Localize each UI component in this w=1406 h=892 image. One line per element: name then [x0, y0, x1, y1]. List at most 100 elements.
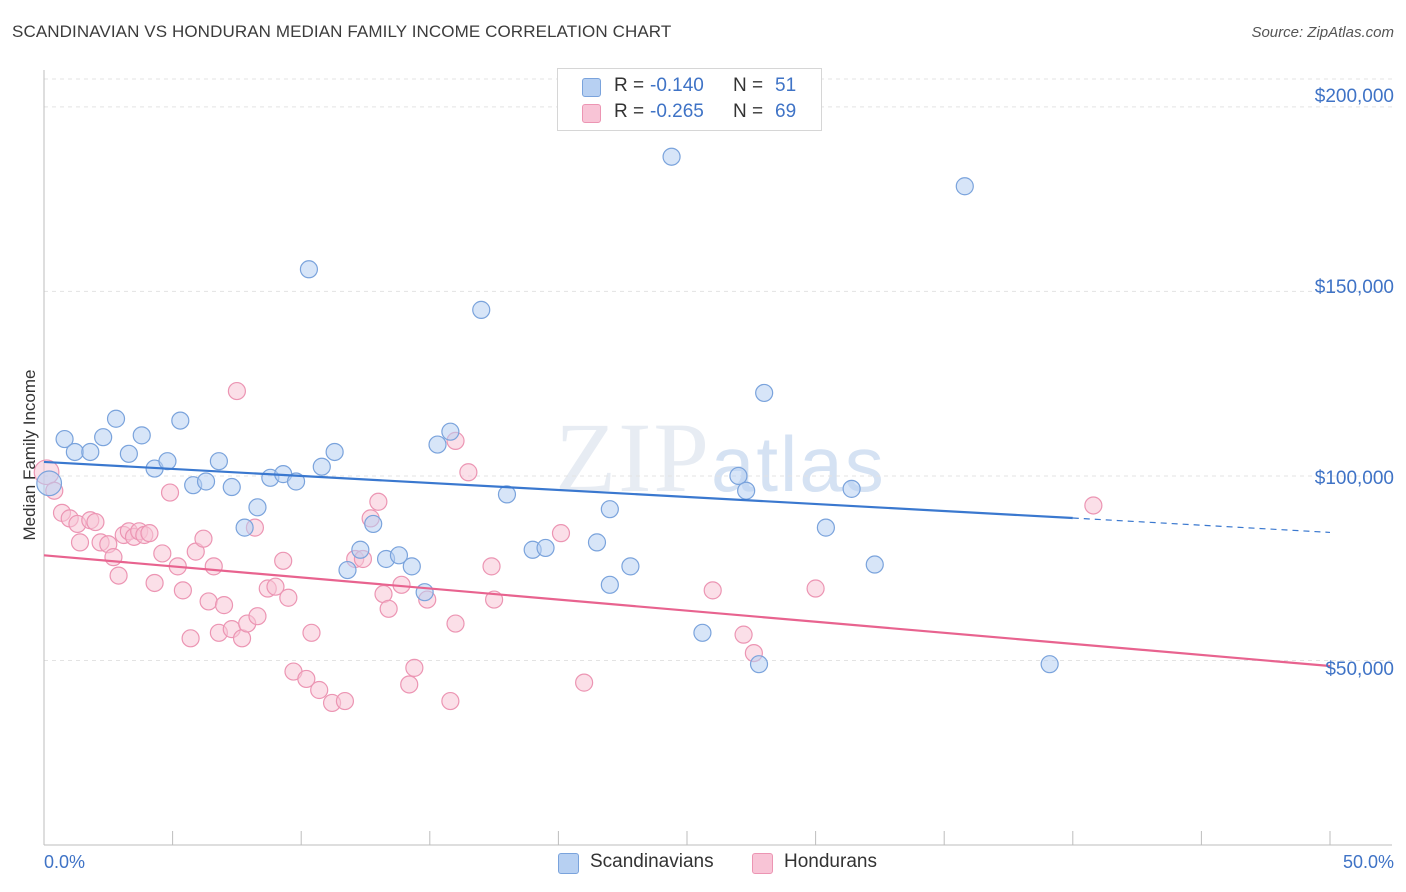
trend-lines — [43, 460, 1331, 668]
scandinavian-point — [364, 514, 383, 534]
honduran-point — [575, 673, 594, 692]
honduran-point — [459, 463, 478, 482]
r-label: R = — [614, 101, 645, 122]
y-tick-label: $100,000 — [1314, 468, 1394, 489]
r-value: -0.140 — [650, 75, 704, 96]
scandinavians-swatch — [558, 853, 579, 874]
honduran-point — [1084, 496, 1103, 515]
scandinavian-point — [248, 498, 267, 517]
honduran-point — [400, 675, 419, 694]
scandinavian-point — [816, 518, 835, 537]
honduran-point — [214, 596, 234, 615]
scandinavian-point — [428, 435, 447, 454]
honduran-point — [310, 680, 329, 700]
scandinavian-point — [235, 518, 254, 537]
legend-label: Scandinavians — [590, 851, 714, 872]
honduran-point — [482, 557, 501, 576]
r-label: R = — [614, 75, 645, 96]
honduran-point — [405, 658, 424, 677]
honduran-point — [173, 581, 192, 600]
scandinavian-point — [402, 557, 421, 576]
honduran-point — [70, 533, 90, 552]
honduran-point — [153, 544, 172, 563]
scandinavian-point — [662, 147, 681, 166]
scandinavians-swatch — [582, 78, 601, 97]
y-axis-label: Median Family Income — [20, 369, 39, 541]
scandinavian-point — [106, 409, 126, 428]
hondurans-swatch — [752, 853, 773, 874]
chart-title: SCANDINAVIAN VS HONDURAN MEDIAN FAMILY I… — [12, 22, 672, 41]
scandinavian-point — [693, 623, 712, 642]
scandinavian-point — [222, 477, 241, 497]
honduran-point — [369, 492, 388, 511]
scandinavian-point — [600, 500, 619, 519]
honduran-point — [140, 524, 159, 543]
axes — [43, 70, 1392, 846]
x-tick-label: 0.0% — [44, 852, 86, 872]
scandinavian-point — [497, 485, 517, 504]
honduran-point — [806, 579, 825, 598]
x-tick-label: 50.0% — [1342, 852, 1394, 872]
scandinavian-point — [132, 426, 151, 445]
scandinavian-point — [389, 546, 409, 565]
scandinavian-point — [158, 452, 177, 471]
scandinavian-point — [299, 260, 319, 279]
legend-label: Hondurans — [784, 851, 877, 872]
scandinavian-point — [65, 442, 84, 462]
scandinavian-point — [196, 472, 216, 491]
scandinavian-point — [737, 481, 756, 500]
honduran-point — [194, 529, 213, 548]
honduran-point — [109, 566, 128, 585]
honduran-point — [441, 691, 460, 711]
scandinavian-point — [755, 383, 774, 403]
honduran-point — [199, 592, 218, 611]
n-label: N = — [733, 75, 764, 96]
honduran-point — [266, 577, 285, 596]
honduran-point — [160, 483, 180, 502]
honduran-point — [734, 625, 753, 644]
scandinavian-point — [209, 452, 228, 471]
scandinavians-points — [36, 147, 1059, 674]
hondurans-trend-line — [43, 554, 1331, 668]
y-tick-label: $50,000 — [1325, 659, 1394, 680]
scandinavian-point — [325, 442, 344, 462]
scandinavian-point — [729, 466, 748, 486]
scandinavian-point — [286, 472, 306, 491]
scandinavian-point — [36, 470, 63, 497]
scandinavian-point — [351, 540, 370, 559]
source-label: Source: ZipAtlas.com — [1251, 24, 1394, 41]
scandinavian-point — [312, 457, 331, 476]
honduran-point — [379, 599, 398, 618]
honduran-point — [703, 581, 722, 600]
hondurans-swatch — [582, 104, 601, 123]
n-value: 69 — [775, 101, 797, 122]
scandinavian-point — [338, 560, 357, 580]
honduran-point — [145, 573, 164, 593]
y-tick-label: $200,000 — [1314, 86, 1394, 107]
honduran-point — [248, 607, 267, 626]
r-value: -0.265 — [650, 101, 704, 122]
scandinavian-point — [536, 538, 555, 558]
scandinavian-point — [1040, 655, 1059, 674]
honduran-point — [335, 691, 355, 711]
honduran-point — [181, 629, 200, 648]
stats-box: R = -0.140 N = 51 R = -0.265 N = 69 — [557, 68, 822, 131]
scandinavian-point — [600, 575, 619, 594]
scandinavian-point — [621, 557, 640, 576]
honduran-point — [86, 512, 105, 532]
scandinavian-point — [81, 442, 100, 462]
honduran-point — [279, 588, 298, 607]
scandinavian-point — [441, 422, 460, 441]
y-tick-label: $150,000 — [1314, 277, 1394, 298]
scandinavian-point — [749, 655, 769, 674]
scandinavian-point — [865, 555, 884, 574]
honduran-point — [302, 623, 321, 642]
scandinavians-trend-extension — [1072, 517, 1331, 534]
scandinavian-point — [842, 479, 861, 498]
scandinavian-point — [119, 444, 138, 463]
scandinavian-point — [415, 583, 434, 602]
n-value: 51 — [775, 75, 797, 96]
n-label: N = — [733, 101, 764, 122]
scandinavian-point — [472, 300, 491, 319]
